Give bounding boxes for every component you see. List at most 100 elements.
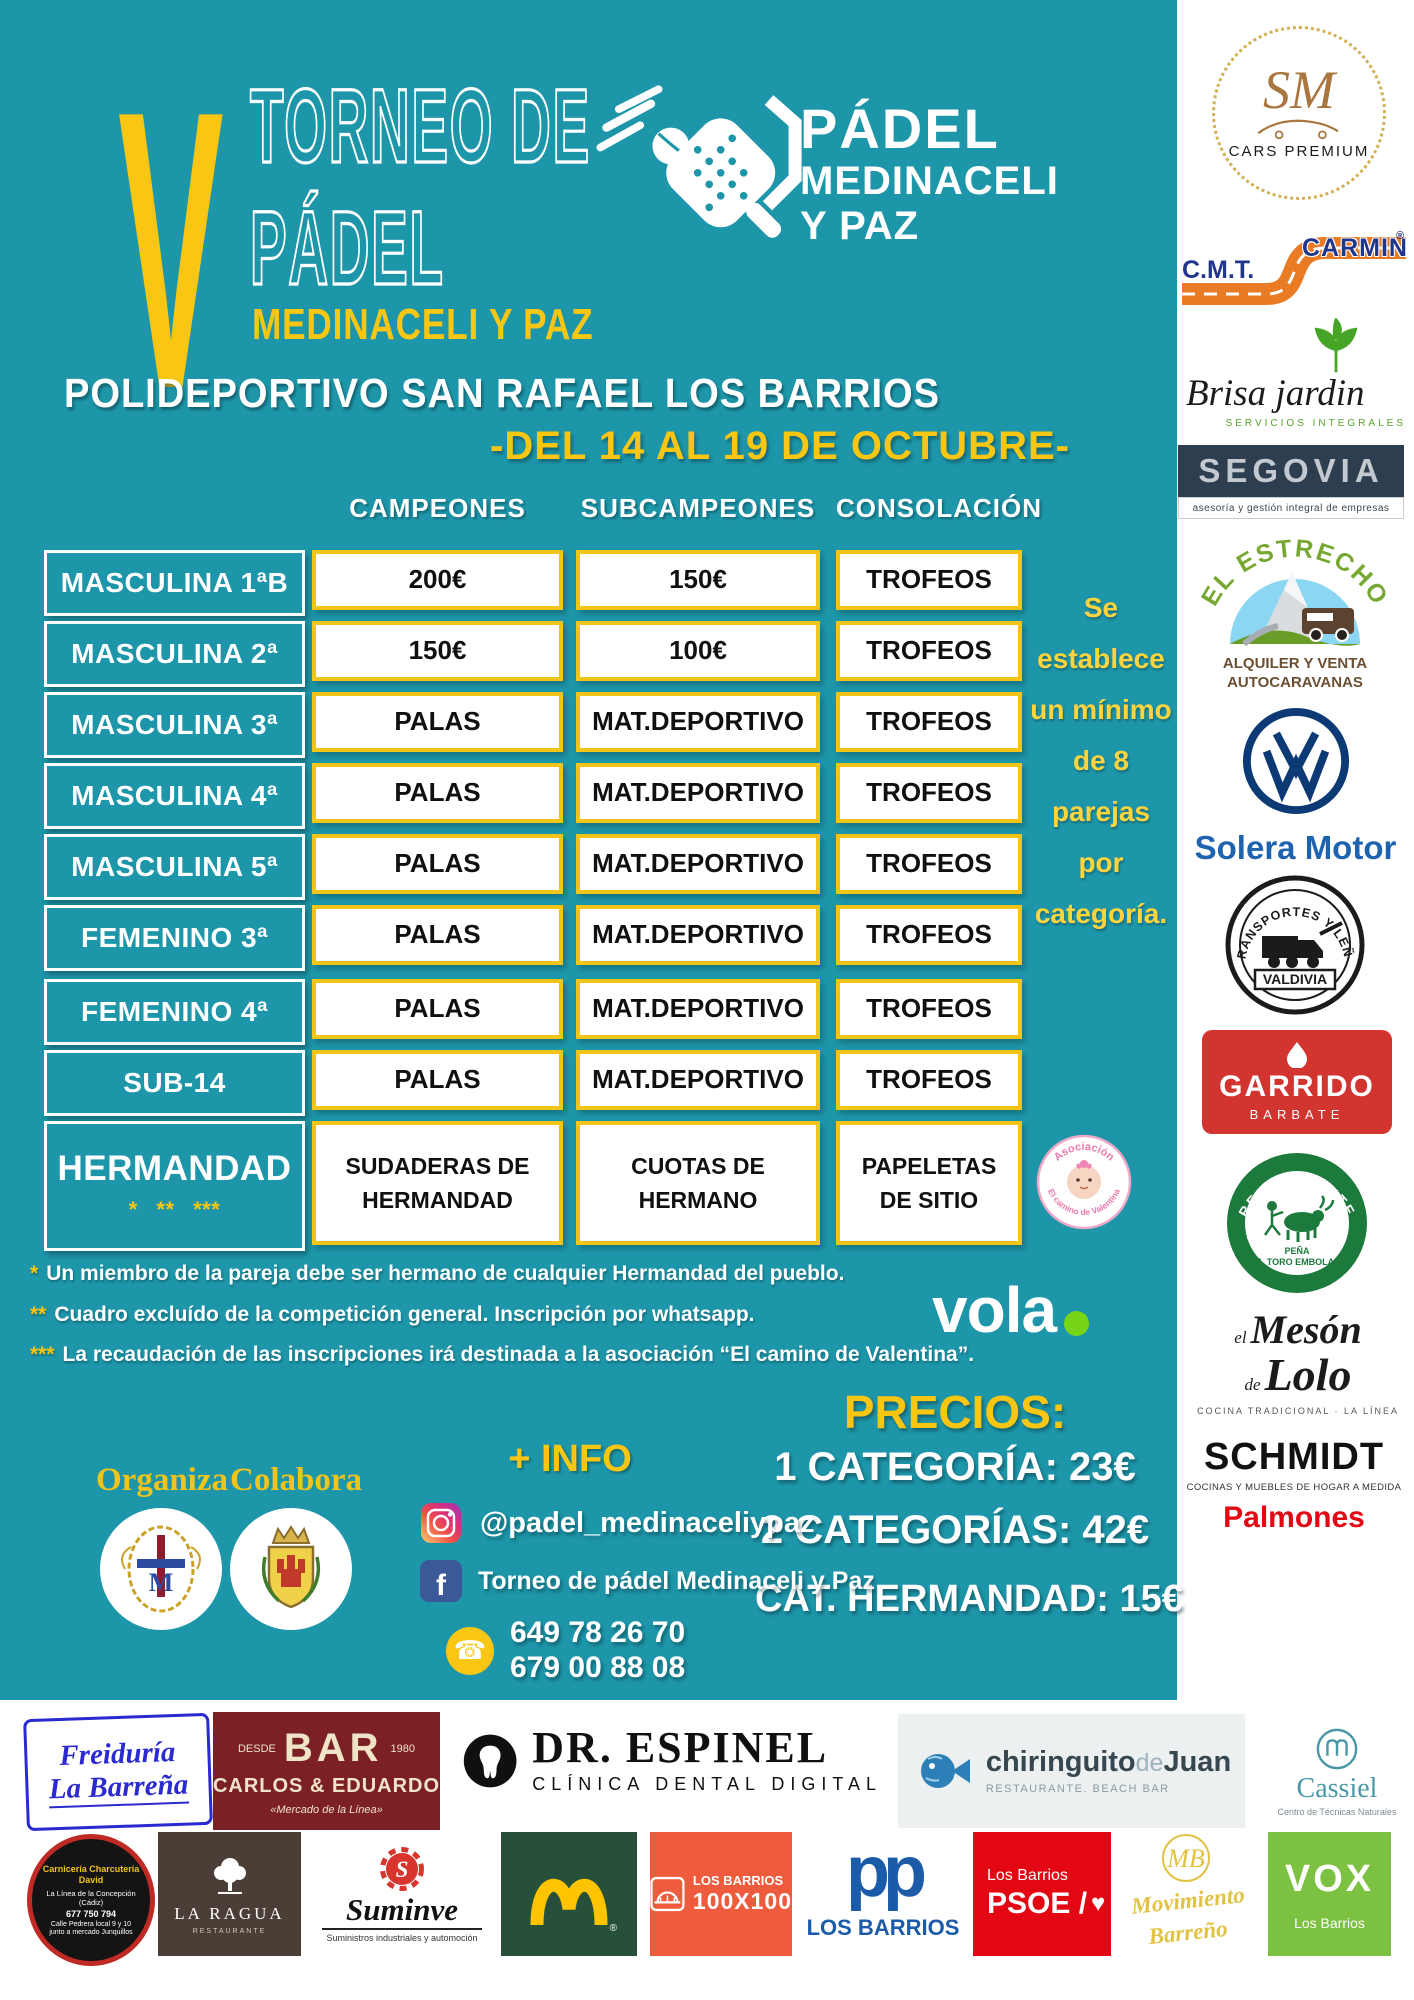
mcdonalds-reg: ® (609, 1923, 617, 1934)
instagram-handle: @padel_medinaceliypaz (480, 1506, 815, 1539)
sponsor-dr-espinel: DR. ESPINEL CLÍNICA DENTAL DIGITAL (462, 1726, 882, 1795)
meson-name-1: Mesón (1250, 1307, 1362, 1352)
title-subtitle: MEDINACELI Y PAZ (252, 300, 594, 349)
campeones-cell: SUDADERAS DE HERMANDAD (312, 1121, 563, 1245)
note-line: por (1078, 847, 1124, 878)
sponsor-cmt-carmin: C.M.T. CARMIN ® (1180, 230, 1408, 312)
suminve-rule (322, 1927, 482, 1930)
sponsor-vox-los-barrios: VOX Los Barrios (1268, 1832, 1391, 1956)
sponsor-movimiento-barreno: MB Movimiento Barreño (1120, 1832, 1256, 1956)
road-icon (1182, 237, 1406, 305)
subcampeones-cell: 150€ (576, 550, 820, 610)
consolacion-cell: TROFEOS (836, 692, 1022, 752)
info-title: + INFO (508, 1438, 632, 1480)
sponsor-segovia: SEGOVIA asesoría y gestión integral de e… (1178, 445, 1404, 519)
category-cell: FEMENINO 3ª (44, 905, 305, 971)
bar-wordmark: BAR (283, 1726, 383, 1770)
cmt-right-text: CARMIN (1302, 234, 1408, 262)
bar-year: 1980 (390, 1742, 416, 1755)
note-line: un mínimo (1030, 694, 1172, 725)
column-header-consolacion: CONSOLACIÓN (836, 493, 1042, 523)
price-item-3: CAT. HERMANDAD: 15€ (755, 1578, 1183, 1620)
facebook-icon: f (420, 1560, 462, 1602)
instagram-icon (421, 1503, 461, 1543)
meson-tagline: COCINA TRADICIONAL · LA LÍNEA (1196, 1406, 1400, 1416)
column-header-campeones: CAMPEONES (349, 493, 526, 523)
vola-wordmark: vola (932, 1274, 1057, 1346)
bar-owners: CARLOS & EDUARDO (212, 1775, 441, 1797)
category-cell: MASCULINA 3ª (44, 692, 305, 758)
sm-initials: SM (1263, 59, 1335, 120)
note-line: Se (1083, 592, 1119, 623)
facebook-f-glyph: f (436, 1569, 446, 1602)
hermandad-crest: M (100, 1508, 222, 1630)
toro-center-1: PEÑA (1284, 1246, 1310, 1256)
tree-icon (213, 1858, 246, 1894)
schmidt-wordmark: SCHMIDT (1203, 1436, 1385, 1478)
registered-mark: ® (1396, 230, 1405, 242)
sponsor-schmidt: SCHMIDT COCINAS Y MUEBLES DE HOGAR A MED… (1178, 1436, 1410, 1535)
facebook-row[interactable]: f Torneo de pádel Medinaceli y Paz (420, 1560, 875, 1602)
footnote-text: La recaudación de las inscripciones irá … (62, 1343, 975, 1366)
category-cell: MASCULINA 1ªB (44, 550, 305, 616)
cassiel-tagline: Centro de Técnicas Naturales (1277, 1807, 1397, 1817)
brisa-tagline: SERVICIOS INTEGRALES (1225, 418, 1406, 429)
chiringuito-tagline: RESTAURANTE. BEACH BAR (985, 1782, 1170, 1795)
sponsor-la-ragua: LA RAGUA RESTAURANTE (158, 1832, 301, 1956)
table-row: MASCULINA 1ªB 200€ 150€ TROFEOS (0, 550, 1177, 616)
note-line: establece (1037, 643, 1165, 674)
sponsor-cassiel: Cassiel Centro de Técnicas Naturales (1266, 1718, 1408, 1826)
footnote-3: *** La recaudación de las inscripciones i… (30, 1343, 974, 1367)
garrido-wordmark: GARRIDO (1219, 1070, 1375, 1103)
ragua-tagline: RESTAURANTE (192, 1928, 267, 1935)
suminve-wordmark: Suminve (346, 1891, 458, 1927)
sponsor-bar-carlos-eduardo: DESDE BAR 1980 CARLOS & EDUARDO «Mercado… (213, 1712, 440, 1830)
consolacion-cell: TROFEOS (836, 763, 1022, 823)
phone-number-1: 649 78 26 70 (510, 1616, 686, 1649)
campeones-cell: PALAS (312, 979, 563, 1039)
barrios100-line-1: LOS BARRIOS (692, 1873, 784, 1888)
consolacion-cell: TROFEOS (836, 621, 1022, 681)
consolacion-cell: TROFEOS (836, 979, 1022, 1039)
chiringuito-part-2: de (1135, 1748, 1164, 1777)
pp-initials: pp (846, 1832, 927, 1913)
bar-desde: DESDE (237, 1742, 276, 1755)
subcampeones-cell: CUOTAS DE HERMANO (576, 1121, 820, 1245)
suminve-tagline: Suministros industriales y automoción (326, 1932, 478, 1943)
ayuntamiento-crest-icon (261, 1525, 321, 1609)
david-address-2: Calle Pedrera local 9 y 10 (50, 1920, 132, 1928)
tooth-badge-icon (463, 1734, 517, 1787)
campeones-cell: PALAS (312, 834, 563, 894)
subcampeones-cell: MAT.DEPORTIVO (576, 979, 820, 1039)
sponsor-sm-cars-premium: SM CARS PREMIUM (1212, 26, 1386, 200)
freiduria-line-1: Freiduría (58, 1735, 176, 1772)
instagram-row[interactable]: @padel_medinaceliypaz (420, 1502, 815, 1544)
phone-icon: ☎ (446, 1626, 494, 1675)
car-icon (1257, 119, 1339, 140)
logo-line-2: MEDINACELI (800, 159, 1059, 204)
vola-dot-icon (1064, 1311, 1090, 1336)
consolacion-cell: TROFEOS (836, 834, 1022, 894)
sponsor-mcdonalds: ® (501, 1832, 637, 1956)
table-row: SUB-14 PALAS MAT.DEPORTIVO TROFEOS (0, 1050, 1177, 1116)
sm-label: CARS PREMIUM (1228, 143, 1370, 161)
table-row: MASCULINA 2ª 150€ 100€ TROFEOS (0, 621, 1177, 687)
table-row: FEMENINO 4ª PALAS MAT.DEPORTIVO TROFEOS (0, 979, 1177, 1045)
cmt-left-text: C.M.T. (1182, 256, 1255, 284)
category-cell: HERMANDAD * ** *** (44, 1121, 305, 1251)
toro-center-2: “EL TORO EMBOLAO” (1248, 1257, 1345, 1267)
footnote-2: ** Cuadro excluído de la competición gene… (30, 1303, 755, 1327)
campeones-cell: PALAS (312, 1050, 563, 1110)
sponsor-valdivia: TRANSPORTES Y LEÑA VALDIVIA (1224, 874, 1365, 1015)
logo-line-3: Y PAZ (800, 203, 920, 248)
vox-label: Los Barrios (1294, 1914, 1365, 1931)
solera-wordmark: Solera Motor (1194, 829, 1397, 866)
mb-initials: MB (1166, 1844, 1205, 1873)
category-label: HERMANDAD (57, 1149, 292, 1189)
mb-circle-icon: MB (1162, 1834, 1210, 1882)
sponsor-psoe-los-barrios: Los Barrios PSOE / ♥ (973, 1832, 1111, 1956)
plant-icon (1314, 318, 1358, 373)
edition-number: V (118, 28, 224, 471)
table-row: MASCULINA 5ª PALAS MAT.DEPORTIVO TROFEOS (0, 834, 1177, 900)
